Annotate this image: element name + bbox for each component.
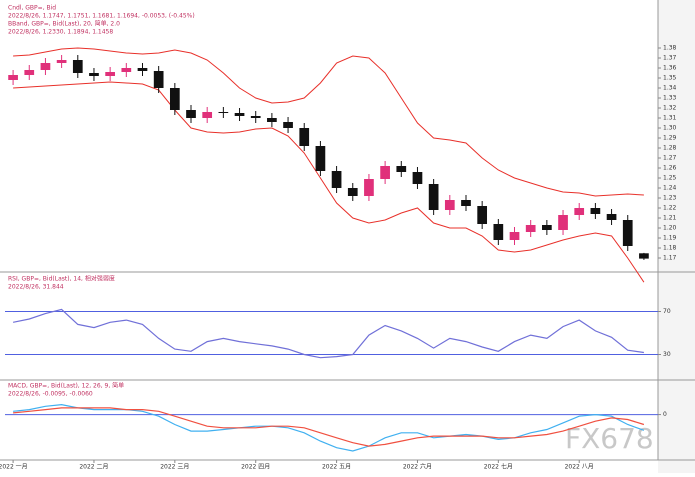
line: [13, 47, 644, 197]
panel-label: BBand, GBP=, Bid(Last), 20, 简单, 2.0: [8, 20, 120, 28]
panel-readout: 2022/8/26, -0.0095, -0.0060: [8, 391, 93, 398]
panel-label: Cndl, GBP=, Bid: [8, 5, 56, 12]
candle-body: [234, 113, 245, 116]
candle-body: [493, 224, 504, 240]
candle-body: [574, 208, 585, 215]
candle-body: [299, 128, 310, 146]
candle-body: [121, 68, 132, 72]
candle-body: [558, 215, 568, 230]
x-tick-label: 2022 七月: [484, 463, 513, 471]
y-tick-label: 1.17: [663, 255, 677, 262]
y-tick-label: 1.34: [663, 85, 677, 92]
candle-body: [509, 232, 520, 240]
y-tick-label: 1.37: [663, 55, 677, 62]
candle-body: [24, 70, 35, 75]
y-tick-label: 70: [663, 308, 671, 315]
axis-area: [658, 0, 695, 473]
candle-body: [444, 200, 455, 210]
y-tick-label: 1.35: [663, 75, 677, 82]
y-tick-label: 1.30: [663, 125, 677, 132]
y-tick-label: 1.22: [663, 205, 677, 212]
candle-body: [477, 206, 488, 224]
candle-body: [347, 188, 358, 196]
candle-body: [89, 73, 99, 76]
watermark: FX678: [565, 422, 654, 455]
y-tick-label: 1.26: [663, 165, 677, 172]
candle-body: [202, 112, 213, 118]
y-tick-label: 0: [663, 411, 667, 418]
line: [13, 407, 645, 447]
candle-body: [639, 253, 649, 259]
candle-body: [267, 118, 277, 122]
x-tick-label: 2022 三月: [160, 464, 189, 471]
y-tick-label: 1.32: [663, 105, 677, 112]
y-tick-label: 1.27: [663, 155, 677, 162]
candle-body: [105, 72, 115, 76]
candle-body: [428, 184, 439, 210]
candle-body: [56, 60, 67, 63]
y-tick-label: 1.29: [663, 135, 677, 142]
y-tick-label: 1.25: [663, 175, 677, 182]
candle-body: [396, 166, 407, 172]
y-tick-label: 1.33: [663, 95, 677, 102]
candle-body: [542, 225, 552, 230]
y-tick-label: 1.18: [663, 245, 677, 252]
candle-body: [380, 166, 390, 179]
line: [13, 81, 645, 283]
y-tick-label: 1.23: [663, 195, 677, 202]
y-tick-label: 1.28: [663, 145, 677, 152]
panel-label: RSI, GBP=, Bid(Last), 14, 相对强弱度: [8, 275, 115, 283]
y-tick-label: 1.20: [663, 225, 677, 232]
line: [13, 403, 645, 452]
candle-body: [153, 71, 164, 88]
y-tick-label: 1.19: [663, 235, 677, 242]
candle-body: [622, 220, 633, 246]
x-tick-label: 2022 八月: [565, 464, 594, 471]
candle-body: [40, 63, 51, 70]
y-tick-label: 1.21: [663, 215, 677, 222]
x-tick-label: 2022 四月: [241, 464, 270, 471]
panel-readout: 2022/8/26, 1.1747, 1.1751, 1.1681, 1.169…: [8, 13, 195, 20]
line: [12, 308, 644, 359]
candle-body: [364, 179, 374, 196]
candle-body: [72, 60, 83, 73]
y-tick-label: 1.38: [663, 45, 677, 52]
candle-body: [283, 122, 293, 128]
candle-body: [525, 225, 536, 232]
x-tick-label: 2022 五月: [322, 464, 351, 471]
candle-body: [412, 172, 423, 184]
candle-body: [315, 146, 326, 171]
candle-body: [137, 68, 148, 71]
candle-body: [606, 214, 617, 220]
x-tick-label: 2022 一月: [0, 464, 28, 471]
y-tick-label: 1.36: [663, 65, 677, 72]
y-tick-label: 30: [663, 351, 671, 358]
panel-label: MACD, GBP=, Bid(Last), 12, 26, 9, 简单: [8, 382, 124, 390]
panel-readout: 2022/8/26, 1.2330, 1.1894, 1.1458: [8, 29, 113, 36]
candle-body: [250, 116, 261, 118]
candle-body: [461, 200, 471, 206]
x-tick-label: 2022 二月: [79, 464, 108, 471]
candle-body: [169, 88, 180, 110]
candle-body: [331, 171, 342, 188]
candle-body: [590, 208, 601, 214]
y-tick-label: 1.24: [663, 185, 677, 192]
x-tick-label: 2022 六月: [403, 463, 432, 471]
candle-body: [8, 75, 18, 80]
candle-body: [218, 112, 229, 113]
candle-body: [186, 110, 196, 118]
y-tick-label: 1.31: [663, 115, 677, 122]
panel-readout: 2022/8/26, 31.844: [8, 284, 64, 291]
